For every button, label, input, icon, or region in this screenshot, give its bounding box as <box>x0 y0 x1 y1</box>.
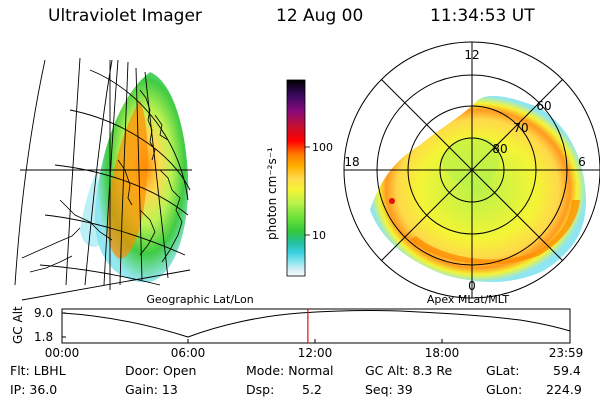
mode-label: Mode: Normal <box>246 363 334 378</box>
colorbar: 100 10 photon cm⁻²s⁻¹ <box>265 79 333 277</box>
ip-label: IP: 36.0 <box>10 382 58 397</box>
lat-label-80: 80 <box>492 142 507 156</box>
glon-label: GLon: <box>486 382 523 397</box>
dsp-value: 5.2 <box>302 382 322 397</box>
orbit-plot-frame <box>61 308 571 344</box>
gc-alt-label: GC Alt: 8.3 Re <box>365 363 453 378</box>
colorbar-tick-label-10: 10 <box>312 229 326 242</box>
polar-panel: 12 18 6 0 60 70 80 Apex MLat/MLT <box>343 41 600 306</box>
mlt-label-left: 18 <box>344 155 359 169</box>
satellite-position-marker <box>389 198 395 204</box>
polar-cap-empty <box>440 136 500 188</box>
date-label: 12 Aug 00 <box>276 6 364 26</box>
orbit-ytick-label-top: 9.0 <box>34 306 53 320</box>
lat-label-70: 70 <box>513 121 528 135</box>
lat-label-60: 60 <box>536 99 551 113</box>
status-footer: Flt: LBHL IP: 36.0 Door: Open Gain: 13 M… <box>0 358 600 400</box>
orbit-ylabel: GC Alt <box>11 306 25 344</box>
mlt-label-right: 6 <box>578 155 586 169</box>
orbit-ytick-label-bottom: 1.8 <box>34 330 53 344</box>
title-bar: Ultraviolet Imager 12 Aug 00 11:34:53 UT <box>0 6 600 30</box>
seq-label: Seq: 39 <box>365 382 413 397</box>
orbit-altitude-curve <box>61 310 571 338</box>
orbit-xtick-label-1: 06:00 <box>171 346 206 360</box>
colorbar-tick-label-100: 100 <box>312 141 333 154</box>
glat-label: GLat: <box>486 363 520 378</box>
gain-label: Gain: 13 <box>125 382 178 397</box>
glon-value: 224.9 <box>546 382 582 397</box>
mlt-label-bottom: 0 <box>468 279 476 293</box>
orbit-xtick-label-3: 18:00 <box>425 346 460 360</box>
geo-coastlines <box>21 89 183 273</box>
orbit-xtick-label-0: 00:00 <box>45 346 80 360</box>
geo-panel-label: Geographic Lat/Lon <box>146 293 253 306</box>
geographic-panel: Geographic Lat/Lon <box>14 57 254 306</box>
mlt-label-top: 12 <box>464 48 479 62</box>
dsp-label: Dsp: <box>246 382 275 397</box>
colorbar-gradient <box>286 79 306 277</box>
orbit-altitude-plot: 9.0 1.8 GC Alt 00:00 06:00 12:00 18:00 2… <box>11 306 583 360</box>
polar-aurora <box>370 95 586 282</box>
glat-value: 59.4 <box>553 363 581 378</box>
instrument-title: Ultraviolet Imager <box>48 6 202 26</box>
orbit-xtick-label-4: 23:59 <box>549 346 584 360</box>
orbit-xtick-label-2: 12:00 <box>298 346 333 360</box>
door-label: Door: Open <box>125 363 197 378</box>
polar-panel-label: Apex MLat/MLT <box>427 293 510 306</box>
polar-rings <box>343 41 600 299</box>
filter-label: Flt: LBHL <box>10 363 66 378</box>
time-label: 11:34:53 UT <box>430 6 535 26</box>
colorbar-unit-label: photon cm⁻²s⁻¹ <box>265 147 279 240</box>
